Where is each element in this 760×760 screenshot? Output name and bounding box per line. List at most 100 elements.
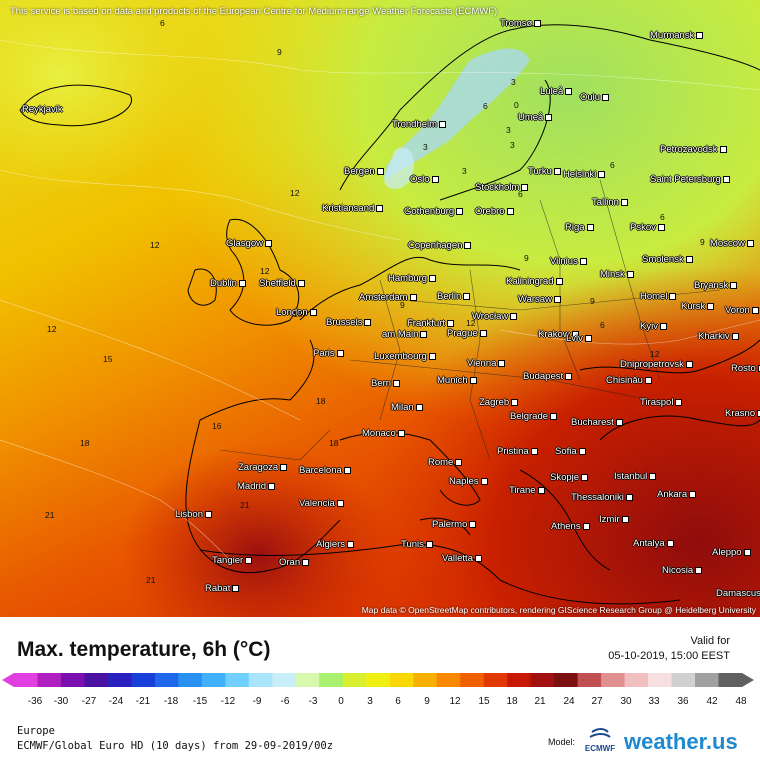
city-marker bbox=[731, 332, 739, 340]
city-label: Dublin bbox=[210, 278, 248, 289]
city-label: Voron bbox=[725, 305, 760, 316]
city-label: Bucharest bbox=[571, 417, 625, 428]
scale-tick-label: 42 bbox=[706, 696, 718, 707]
city-marker bbox=[626, 270, 634, 278]
city-label: Bern bbox=[371, 378, 402, 389]
city-label: Turku bbox=[528, 166, 563, 177]
city-marker bbox=[719, 145, 727, 153]
scale-tick-label: -24 bbox=[108, 696, 124, 707]
city-label: Tiraspol bbox=[640, 397, 684, 408]
isotherm-label: 3 bbox=[511, 77, 516, 87]
city-marker bbox=[666, 539, 674, 547]
ecmwf-disclaimer: This service is based on data and produc… bbox=[10, 6, 498, 17]
isotherm-label: 9 bbox=[590, 296, 595, 306]
isotherm-label: 9 bbox=[700, 237, 705, 247]
city-label: Kharkiv bbox=[698, 331, 741, 342]
city-label: Budapest bbox=[523, 371, 574, 382]
scale-cell bbox=[601, 673, 626, 687]
isotherm-label: 9 bbox=[277, 47, 282, 57]
city-label: Tunis bbox=[401, 539, 435, 550]
scale-cell bbox=[14, 673, 38, 687]
city-label: Warsaw bbox=[518, 294, 563, 305]
city-label: Krakow bbox=[538, 329, 581, 340]
city-label: Algiers bbox=[316, 539, 356, 550]
city-marker bbox=[397, 429, 405, 437]
scale-cell bbox=[413, 673, 438, 687]
valid-time-block: Valid for 05-10-2019, 15:00 EEST bbox=[608, 634, 730, 664]
isotherm-label: 3 bbox=[510, 140, 515, 150]
scale-cell bbox=[201, 673, 226, 687]
city-marker bbox=[757, 409, 760, 417]
scale-cell bbox=[295, 673, 320, 687]
city-label: London bbox=[276, 307, 319, 318]
city-marker bbox=[447, 319, 455, 327]
city-label: Tromsø bbox=[500, 18, 543, 29]
city-label: Amsterdam bbox=[359, 292, 419, 303]
city-label: Vilnius bbox=[550, 256, 589, 267]
city-label: Naples bbox=[449, 476, 490, 487]
scale-tick-label: -18 bbox=[163, 696, 179, 707]
isotherm-label: 21 bbox=[146, 575, 156, 585]
city-marker bbox=[415, 403, 423, 411]
city-label: Pristina bbox=[497, 446, 540, 457]
city-label: Helsinki bbox=[563, 169, 607, 180]
city-marker bbox=[657, 223, 665, 231]
city-marker bbox=[746, 239, 754, 247]
forecast-map[interactable]: This service is based on data and produc… bbox=[0, 0, 760, 617]
city-marker bbox=[598, 170, 606, 178]
scale-cell bbox=[342, 673, 367, 687]
city-marker bbox=[534, 19, 542, 27]
city-marker bbox=[297, 279, 305, 287]
city-label: Kristiansand bbox=[322, 203, 385, 214]
city-label: Brussels bbox=[326, 317, 373, 328]
city-marker bbox=[530, 447, 538, 455]
city-marker bbox=[751, 306, 759, 314]
weather-us-logo[interactable]: weather.us bbox=[624, 729, 738, 754]
city-label: Monaco bbox=[362, 428, 407, 439]
city-label: Paris bbox=[313, 348, 346, 359]
isotherm-label: 12 bbox=[650, 349, 660, 359]
city-marker bbox=[615, 418, 623, 426]
city-label: Copenhagen bbox=[408, 240, 473, 251]
scale-tick-label: 6 bbox=[395, 696, 401, 707]
isotherm-label: 6 bbox=[600, 320, 605, 330]
city-label: Stockholm bbox=[475, 182, 530, 193]
city-label: Rabat bbox=[205, 583, 241, 594]
scale-tick-label: 33 bbox=[648, 696, 660, 707]
scale-cell bbox=[272, 673, 297, 687]
scale-tick-label: 15 bbox=[478, 696, 490, 707]
scale-cell bbox=[695, 673, 720, 687]
city-marker bbox=[644, 376, 652, 384]
city-label: Madrid bbox=[237, 481, 277, 492]
scale-tick-label: 9 bbox=[424, 696, 430, 707]
city-label: Zagreb bbox=[479, 397, 520, 408]
city-label: Rosto bbox=[731, 363, 760, 374]
city-marker bbox=[584, 334, 592, 342]
isotherm-label: 12 bbox=[47, 324, 57, 334]
scale-tick-label: 30 bbox=[620, 696, 632, 707]
isotherm-label: 3 bbox=[423, 142, 428, 152]
model-label: Model: bbox=[548, 737, 576, 747]
city-label: Damascus bbox=[716, 588, 760, 599]
city-label: Kursk bbox=[681, 301, 716, 312]
city-marker bbox=[463, 292, 471, 300]
city-marker bbox=[309, 308, 317, 316]
city-marker bbox=[510, 312, 518, 320]
city-marker bbox=[722, 175, 730, 183]
ecmwf-logo: ECMWF bbox=[585, 728, 615, 753]
city-label: Valletta bbox=[442, 553, 484, 564]
scale-cell bbox=[460, 673, 485, 687]
color-scale-bar bbox=[2, 673, 754, 687]
scale-tick-label: -15 bbox=[192, 696, 208, 707]
city-label: Ankara bbox=[657, 489, 698, 500]
isotherm-label: 16 bbox=[212, 421, 222, 431]
scale-tick-label: -21 bbox=[135, 696, 151, 707]
scale-tick-label: 36 bbox=[677, 696, 689, 707]
isotherm-label: 12 bbox=[466, 318, 476, 328]
city-label: Minsk bbox=[600, 269, 636, 280]
city-marker bbox=[393, 379, 401, 387]
isotherm-label: 6 bbox=[610, 160, 615, 170]
city-label: Petrozavodsk bbox=[660, 144, 729, 155]
city-label: Hamburg bbox=[388, 273, 438, 284]
city-label: Wrocław bbox=[472, 311, 519, 322]
